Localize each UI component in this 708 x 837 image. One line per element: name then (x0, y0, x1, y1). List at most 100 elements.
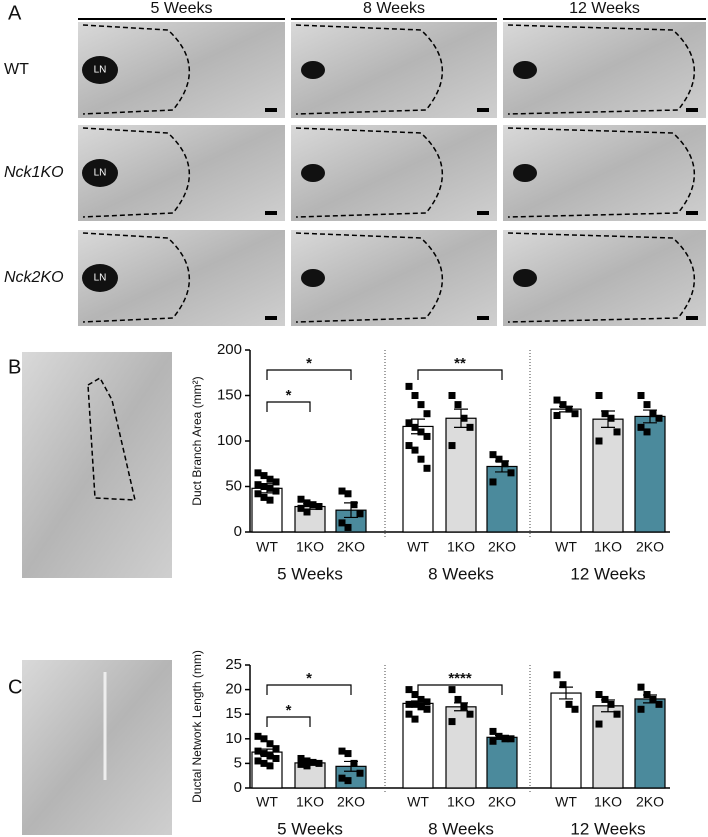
significance-label: * (306, 670, 312, 687)
bar (592, 418, 624, 533)
panel-letter: A (8, 2, 22, 24)
scale-bar (265, 108, 277, 112)
x-tick-label: WT (407, 794, 429, 810)
x-tick-label: WT (256, 539, 278, 555)
panel-letter: C (8, 676, 22, 698)
data-point (315, 759, 323, 767)
bar (445, 417, 477, 533)
data-point (595, 691, 603, 699)
data-point (559, 681, 567, 689)
scale-bar (686, 316, 698, 320)
data-point (266, 496, 274, 504)
data-point (405, 419, 413, 427)
y-tick-label: 100 (217, 432, 242, 449)
data-point (417, 695, 425, 703)
significance-bracket (266, 401, 311, 412)
whole-mount-image (22, 352, 172, 578)
row-label: Nck2KO (4, 269, 64, 286)
significance-label: * (286, 387, 292, 404)
data-point (266, 752, 274, 760)
data-point (356, 510, 364, 518)
data-point (411, 691, 419, 699)
data-point (595, 392, 603, 399)
data-point (571, 705, 579, 713)
data-point (297, 760, 305, 768)
data-point (254, 747, 262, 755)
data-point (559, 401, 567, 409)
data-point (405, 382, 413, 390)
data-point (338, 519, 346, 527)
x-tick-label: WT (555, 539, 577, 555)
column-header: 5 Weeks (151, 0, 213, 17)
outline (295, 24, 444, 115)
data-point (489, 727, 497, 735)
outline (82, 127, 191, 218)
outline (507, 127, 696, 218)
data-point (309, 758, 317, 766)
data-point (655, 700, 663, 708)
data-point (254, 481, 262, 489)
data-point (565, 405, 573, 413)
data-point (649, 410, 657, 418)
significance-bracket (417, 684, 503, 695)
whole-mount-image (291, 230, 497, 326)
data-point (489, 737, 497, 745)
whole-mount-image (22, 660, 172, 835)
data-point (649, 695, 657, 703)
y-tick-label: 200 (217, 341, 242, 358)
data-point (417, 703, 425, 711)
data-point (260, 759, 268, 767)
data-point (272, 478, 280, 486)
y-tick-label: 25 (225, 656, 242, 673)
data-point (272, 487, 280, 495)
significance-label: **** (448, 670, 472, 687)
x-tick-label: WT (256, 794, 278, 810)
lymph-node (513, 61, 537, 79)
data-point (423, 432, 431, 440)
data-point (303, 508, 311, 516)
x-tick-label: 2KO (636, 794, 664, 810)
data-point (489, 451, 497, 459)
scale-bar (686, 211, 698, 215)
outline (82, 24, 191, 115)
data-point (489, 478, 497, 486)
data-point (254, 732, 262, 740)
column-header: 12 Weeks (569, 0, 640, 17)
data-point (266, 740, 274, 748)
significance-label: * (286, 702, 292, 719)
outline (82, 232, 191, 323)
data-point (411, 423, 419, 431)
y-axis-label: Ductal Network Length (mm) (190, 650, 204, 803)
data-point (303, 499, 311, 507)
significance-bracket (417, 369, 503, 380)
significance-bracket (266, 369, 352, 380)
data-point (501, 460, 509, 468)
x-tick-label: 1KO (296, 794, 324, 810)
panel-letter: B (8, 356, 21, 378)
data-point (297, 504, 305, 512)
data-point (655, 414, 663, 422)
data-point (448, 392, 456, 399)
row-label: WT (4, 61, 29, 78)
data-point (405, 686, 413, 694)
data-point (613, 710, 621, 718)
scale-bar (477, 108, 489, 112)
data-point (315, 503, 323, 511)
data-point (571, 410, 579, 418)
x-tick-label: 2KO (488, 794, 516, 810)
photo-label: LN (94, 168, 107, 179)
y-tick-label: 0 (234, 779, 242, 796)
whole-mount-image (291, 125, 497, 221)
y-tick-label: 50 (225, 477, 242, 494)
data-point (272, 754, 280, 762)
outline (507, 24, 696, 115)
data-point (260, 493, 268, 501)
data-point (448, 442, 456, 450)
x-tick-label: 1KO (594, 794, 622, 810)
data-point (643, 401, 651, 409)
photo-label: LN (94, 273, 107, 284)
bar (486, 736, 518, 789)
y-tick-label: 5 (234, 754, 242, 771)
data-point (405, 700, 413, 708)
